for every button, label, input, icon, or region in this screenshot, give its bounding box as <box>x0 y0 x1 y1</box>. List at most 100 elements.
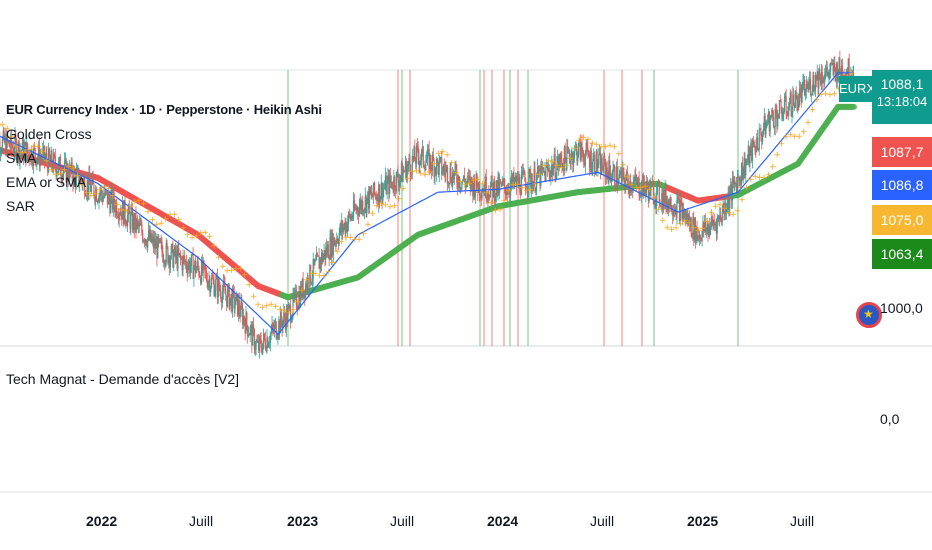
sar-dot: + <box>30 142 38 152</box>
symbol-title[interactable]: EUR Currency Index · 1D · Pepperstone · … <box>6 102 322 117</box>
candle-body <box>442 165 444 173</box>
sar-dot: + <box>699 224 707 234</box>
candle-body <box>121 212 123 220</box>
candle-body <box>375 194 377 200</box>
candle-body <box>249 327 251 336</box>
candle-body <box>645 187 647 196</box>
candle-body <box>595 151 597 175</box>
candle-body <box>756 137 758 152</box>
candle-body <box>210 287 212 293</box>
candle-body <box>131 209 133 214</box>
candle-body <box>325 247 327 260</box>
candle-body <box>721 211 723 223</box>
price-axis-label: 1000,0 <box>880 300 923 316</box>
candle-body <box>799 88 801 91</box>
candle-body <box>189 261 191 274</box>
candle-body <box>463 175 465 182</box>
candle-body <box>358 206 360 216</box>
lower-pane-indicator-name[interactable]: Tech Magnat - Demande d'accès [V2] <box>6 371 240 387</box>
candle-body <box>763 115 765 130</box>
candle-body <box>738 176 740 181</box>
sar-dot: + <box>633 184 641 194</box>
candle-body <box>58 160 60 171</box>
candle-body <box>156 241 158 259</box>
candle-body <box>457 182 459 189</box>
candle-body <box>554 154 556 179</box>
sar-dot: + <box>540 161 548 171</box>
candle-body <box>523 172 525 174</box>
candle-body <box>250 325 252 328</box>
candle-body <box>252 324 254 346</box>
sar-dot: + <box>479 179 487 189</box>
candle-body <box>767 121 769 123</box>
candle-body <box>139 222 141 226</box>
candle-body <box>10 133 12 148</box>
candle-body <box>69 165 72 172</box>
candle-body <box>64 159 66 161</box>
candle-body <box>303 289 305 298</box>
candle-body <box>349 215 351 220</box>
candle-body <box>184 256 186 263</box>
indicator-sma[interactable]: SMA <box>6 150 37 166</box>
sar-dot: + <box>505 186 513 196</box>
candle-body <box>501 180 503 186</box>
candle-body <box>773 126 775 128</box>
sar-dot: + <box>545 157 553 167</box>
candle-body <box>210 277 213 288</box>
candle-body <box>504 187 507 196</box>
candle-body <box>206 280 208 288</box>
candle-body <box>694 217 696 243</box>
candle-body <box>618 174 620 184</box>
candle-body <box>434 168 436 178</box>
candle-body <box>796 95 798 111</box>
indicator-golden-cross[interactable]: Golden Cross <box>6 126 92 142</box>
candle-body <box>582 152 584 154</box>
candle-body <box>455 163 457 172</box>
candle-body <box>699 234 701 240</box>
candle-body <box>50 150 52 162</box>
candle-body <box>43 145 45 161</box>
sar-dot: + <box>131 198 139 208</box>
candle-body <box>207 282 209 288</box>
candle-body <box>143 240 145 243</box>
candle-body <box>82 179 84 186</box>
candle-body <box>32 163 34 166</box>
candle-body <box>307 277 309 290</box>
candle-body <box>635 174 637 180</box>
candle-body <box>626 171 628 179</box>
sar-dot: + <box>527 186 535 196</box>
candle-body <box>336 238 339 243</box>
candle-body <box>310 283 313 284</box>
candle-body <box>682 210 684 219</box>
candle-body <box>285 308 287 330</box>
candle-body <box>847 58 849 78</box>
indicator-sar[interactable]: SAR <box>6 198 35 214</box>
candle-body <box>421 146 423 151</box>
candle-body <box>600 158 602 175</box>
candle-body <box>804 79 806 96</box>
candle-body <box>621 168 623 182</box>
candle-body <box>615 166 618 189</box>
candle-body <box>166 242 168 247</box>
candle-body <box>100 189 103 196</box>
sar-dot: + <box>426 167 434 177</box>
sar-dot: + <box>597 142 605 152</box>
eu-flag-icon[interactable]: ★ <box>856 302 882 328</box>
candle-body <box>833 63 835 75</box>
candle-body <box>436 158 438 174</box>
candle-body <box>48 148 50 173</box>
sar-dot: + <box>153 220 161 230</box>
candle-body <box>148 230 150 240</box>
candle-body <box>522 170 524 174</box>
candle-body <box>480 195 482 198</box>
candle-body <box>683 210 685 220</box>
sar-dot: + <box>263 302 271 312</box>
candle-body <box>649 181 651 196</box>
candle-body <box>784 95 786 101</box>
candle-body <box>26 142 28 162</box>
candle-body <box>93 184 95 196</box>
candle-body <box>526 189 528 193</box>
candle-body <box>648 181 650 201</box>
indicator-ema-or-sma[interactable]: EMA or SMA <box>6 174 87 190</box>
